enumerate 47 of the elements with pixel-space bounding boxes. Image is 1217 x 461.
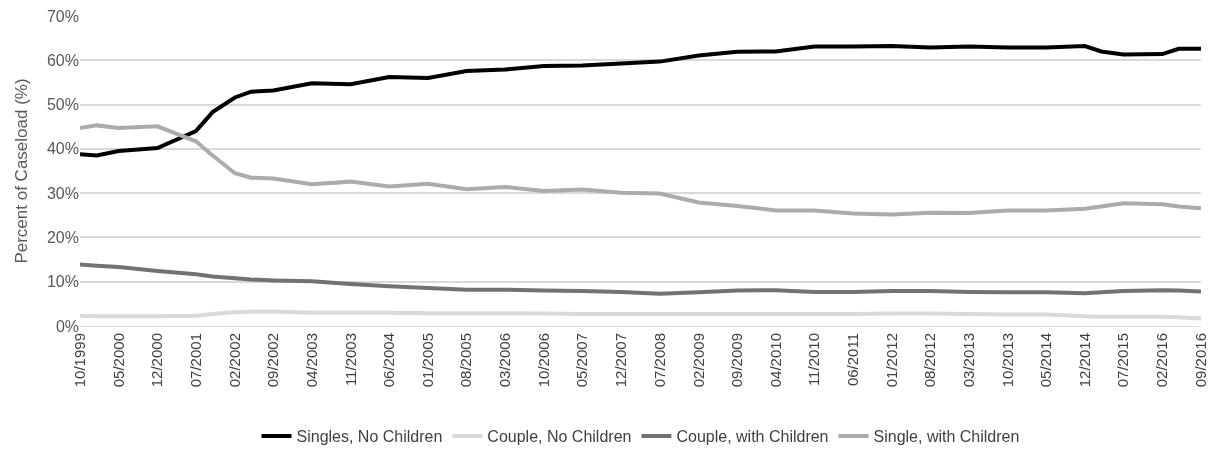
x-tick-label: 11/2010 [805, 333, 823, 387]
y-axis-title: Percent of Caseload (%) [11, 78, 31, 264]
x-tick-label: 10/2006 [534, 333, 552, 388]
x-tick-label: 05/2014 [1036, 333, 1054, 388]
x-tick-label: 12/2007 [611, 333, 629, 388]
y-tick-label: 70% [46, 7, 79, 25]
x-tick-label: 05/2007 [573, 333, 591, 388]
x-tick-label: 10/1999 [70, 333, 88, 388]
x-tick-label: 09/2016 [1191, 333, 1209, 388]
x-tick-label: 10/2013 [998, 333, 1016, 388]
x-tick-label: 02/2009 [689, 333, 707, 388]
x-tick-label: 06/2004 [380, 333, 398, 388]
line-series [80, 262, 1201, 296]
x-tick-label: 01/2005 [418, 333, 436, 388]
y-tick-label: 20% [46, 229, 79, 247]
x-tick-label: 02/2016 [1153, 333, 1171, 388]
x-tick-label: 08/2005 [457, 333, 475, 388]
x-tick-label: 07/2015 [1114, 333, 1132, 388]
x-tick-label: 09/2002 [264, 333, 282, 388]
y-tick-label: 50% [46, 96, 79, 114]
x-tick-label: 06/2011 [843, 333, 861, 387]
legend-label: Couple, with Children [676, 428, 829, 446]
y-tick-label: 30% [46, 184, 79, 202]
line-series [80, 123, 1201, 217]
x-tick-label: 12/2014 [1075, 333, 1093, 388]
y-tick-label: 60% [46, 51, 79, 69]
x-tick-label: 12/2000 [148, 333, 166, 388]
x-tick-label: 05/2000 [109, 333, 127, 388]
legend-label: Singles, No Children [296, 428, 443, 446]
x-tick-label: 09/2009 [728, 333, 746, 388]
y-tick-label: 0% [55, 317, 79, 335]
line-series [80, 309, 1201, 321]
y-tick-label: 10% [46, 273, 79, 291]
x-tick-label: 01/2012 [882, 333, 900, 388]
legend-label: Couple, No Children [487, 428, 632, 446]
x-tick-label: 03/2013 [959, 333, 977, 388]
x-tick-label: 04/2010 [766, 333, 784, 388]
x-tick-label: 11/2003 [341, 333, 359, 387]
legend-label: Single, with Children [873, 428, 1020, 446]
x-tick-label: 08/2012 [921, 333, 939, 388]
x-tick-label: 03/2006 [495, 333, 513, 388]
y-tick-label: 40% [46, 140, 79, 158]
x-tick-label: 07/2008 [650, 333, 668, 388]
x-tick-label: 04/2003 [302, 333, 320, 388]
x-tick-label: 07/2001 [186, 333, 204, 388]
line-series [80, 44, 1201, 158]
x-tick-label: 02/2002 [225, 333, 243, 388]
